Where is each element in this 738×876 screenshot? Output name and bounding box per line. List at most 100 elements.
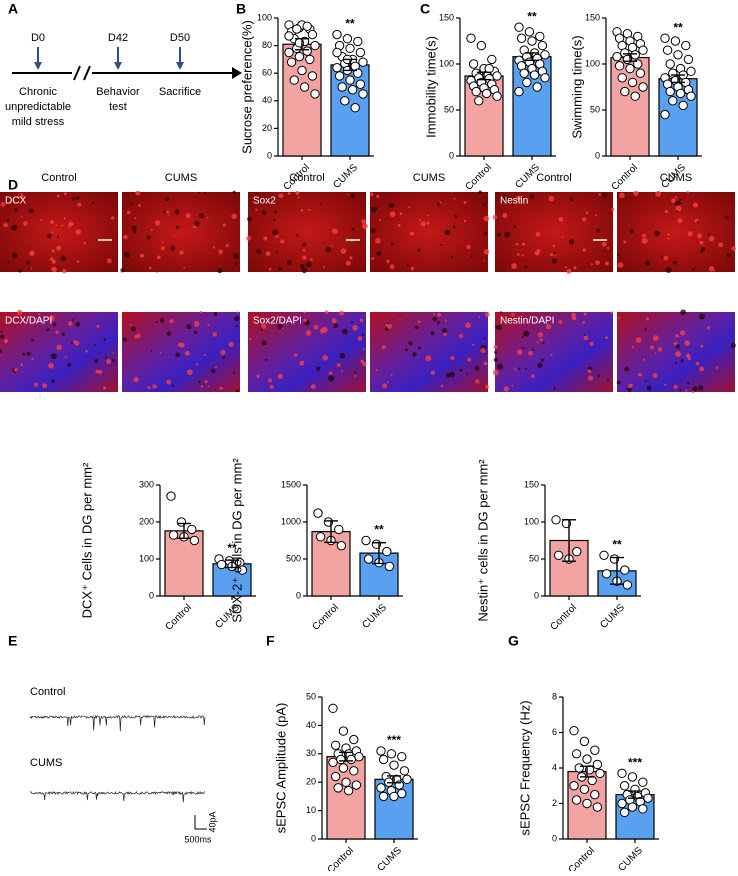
micrograph-cell bbox=[540, 358, 545, 362]
data-point bbox=[351, 780, 362, 790]
y-axis-label: sEPSC Amplitude (pA) bbox=[273, 703, 288, 834]
micrograph-cell bbox=[676, 210, 679, 213]
micrograph-cell bbox=[175, 225, 180, 229]
y-tick-label: 40 bbox=[262, 95, 272, 105]
micrograph-cell bbox=[523, 330, 530, 337]
micrograph-cell bbox=[514, 368, 517, 371]
micrograph-cell bbox=[56, 194, 60, 198]
data-point bbox=[665, 59, 675, 69]
micrograph-cell bbox=[549, 252, 554, 257]
micrograph-cell bbox=[390, 242, 394, 246]
micrograph-cell bbox=[408, 341, 413, 346]
data-point bbox=[343, 786, 354, 796]
micrograph-cell bbox=[466, 373, 469, 376]
micrograph-cell bbox=[478, 190, 482, 194]
data-point bbox=[524, 27, 535, 37]
y-axis-label: Swimming time(s) bbox=[569, 35, 584, 138]
micrograph-cell bbox=[553, 251, 557, 255]
y-axis-label: DCX⁺ Cells in DG per mm² bbox=[79, 462, 94, 618]
micrograph-cell bbox=[256, 374, 260, 378]
data-point bbox=[302, 21, 312, 31]
micrograph-cell bbox=[386, 323, 392, 329]
micrograph-cell bbox=[638, 372, 642, 377]
micrograph-cell bbox=[673, 260, 677, 265]
data-point bbox=[601, 569, 612, 579]
micrograph-cell bbox=[686, 190, 690, 194]
micrograph-cell bbox=[247, 216, 252, 222]
micrograph-cell bbox=[430, 331, 435, 336]
panel-letter: F bbox=[266, 633, 275, 649]
micrograph-cell bbox=[11, 252, 18, 259]
micrograph-cell bbox=[695, 361, 700, 366]
micrograph-cell bbox=[583, 312, 587, 316]
y-tick-label: 150 bbox=[585, 12, 600, 22]
y-tick-label: 50 bbox=[306, 691, 316, 701]
significance: ** bbox=[345, 17, 355, 31]
micrograph-cell bbox=[627, 387, 632, 393]
micrograph-cell bbox=[236, 311, 239, 314]
micrograph-cell bbox=[432, 316, 437, 322]
micrograph-cell bbox=[696, 221, 699, 224]
micrograph-cell bbox=[287, 192, 291, 195]
micrograph-cell bbox=[583, 334, 586, 336]
micrograph-cell bbox=[210, 368, 216, 374]
data-point bbox=[389, 791, 399, 802]
micrograph-cell bbox=[426, 214, 429, 217]
micrograph-cell bbox=[336, 363, 341, 367]
micrograph-cell bbox=[511, 384, 514, 387]
micrograph-cell bbox=[110, 216, 115, 220]
timeline-note: unpredictable bbox=[5, 101, 71, 113]
micrograph-cell bbox=[715, 366, 719, 369]
micrograph-cell bbox=[56, 344, 63, 351]
data-point bbox=[336, 754, 346, 765]
micrograph-cell bbox=[13, 367, 18, 373]
image-header: Control bbox=[536, 172, 571, 184]
data-point bbox=[382, 546, 392, 557]
data-point bbox=[399, 766, 410, 776]
micrograph-cell bbox=[217, 268, 223, 274]
micrograph-cell bbox=[558, 319, 563, 325]
micrograph-cell bbox=[246, 235, 252, 241]
micrograph-cell bbox=[26, 260, 30, 265]
micrograph-cell bbox=[553, 387, 556, 390]
y-tick-label: 100 bbox=[139, 553, 154, 563]
micrograph-cell bbox=[362, 348, 365, 350]
micrograph-cell bbox=[679, 388, 682, 391]
micrograph-cell bbox=[483, 248, 490, 255]
micrograph-cell bbox=[362, 361, 367, 367]
micrograph-cell bbox=[542, 341, 545, 345]
data-point bbox=[514, 86, 524, 97]
data-point bbox=[481, 88, 492, 99]
micrograph-cell bbox=[521, 242, 526, 246]
micrograph-cell bbox=[129, 323, 132, 326]
x-tick-label: CUMS bbox=[598, 602, 627, 631]
micrograph-cell bbox=[352, 324, 358, 331]
micrograph-cell bbox=[420, 221, 426, 227]
data-point bbox=[353, 36, 363, 47]
data-point bbox=[354, 751, 364, 762]
micrograph-cell bbox=[295, 233, 299, 237]
micrograph-cell bbox=[11, 224, 18, 231]
y-tick-label: 6 bbox=[552, 727, 557, 737]
micrograph-cell bbox=[198, 191, 201, 194]
trace-label: Control bbox=[30, 686, 65, 698]
data-point bbox=[590, 789, 600, 800]
significance: ** bbox=[227, 541, 237, 555]
micrograph-cell bbox=[265, 251, 271, 257]
micrograph-cell bbox=[518, 367, 521, 370]
timeline-note: test bbox=[109, 101, 127, 113]
image-header: Control bbox=[41, 172, 76, 184]
micrograph-cell bbox=[228, 341, 234, 347]
y-tick-label: 0 bbox=[449, 150, 454, 160]
micrograph-cell bbox=[675, 205, 682, 212]
micrograph-cell bbox=[85, 350, 88, 353]
data-point bbox=[572, 546, 582, 557]
micrograph-cell bbox=[222, 356, 226, 360]
micrograph-cell bbox=[330, 244, 333, 247]
micrograph-cell bbox=[354, 371, 357, 374]
micrograph-cell bbox=[123, 234, 128, 240]
image-header: CUMS bbox=[413, 172, 445, 184]
data-point bbox=[643, 793, 653, 803]
micrograph-cell bbox=[680, 309, 687, 316]
